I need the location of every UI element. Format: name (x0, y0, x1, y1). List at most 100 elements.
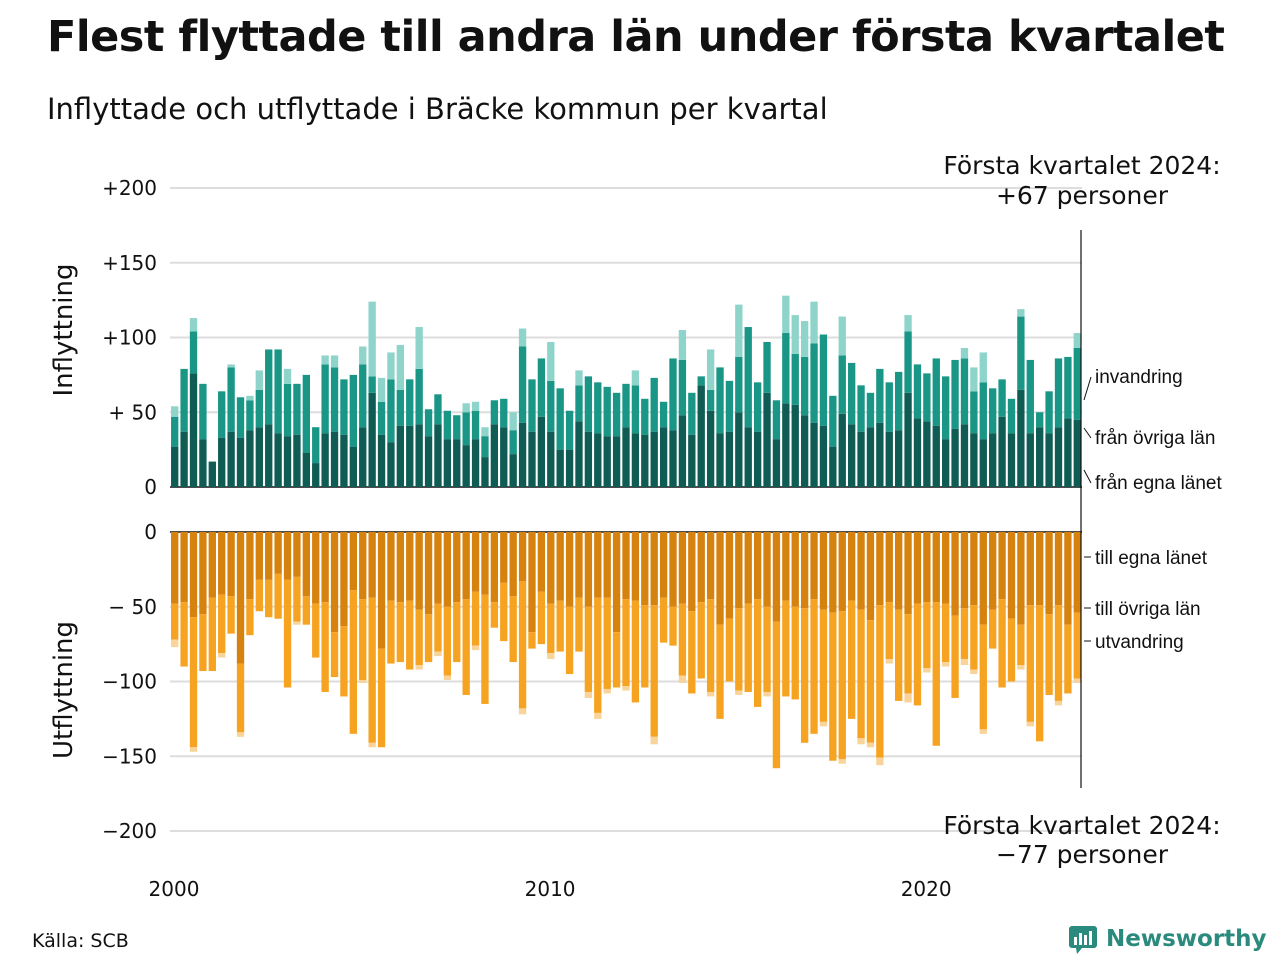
bar-outflow-segment (819, 721, 828, 727)
bar-outflow-segment (594, 532, 602, 598)
bar-outflow-segment (584, 606, 593, 692)
bar-inflow-segment (283, 383, 292, 437)
bar-outflow-segment (556, 600, 564, 652)
source-note: Källa: SCB (32, 930, 129, 952)
bar-inflow-segment (857, 431, 865, 487)
bar-outflow-segment (302, 532, 310, 597)
bar-outflow-segment (678, 532, 687, 604)
bar-outflow-segment (368, 532, 376, 598)
bar-inflow-segment (359, 346, 367, 365)
bar-outflow-segment (1064, 532, 1072, 625)
bar-outflow-segment (810, 599, 818, 734)
bar-outflow-segment (227, 532, 235, 597)
bar-inflow-segment (584, 376, 593, 432)
bar-inflow-segment (377, 377, 386, 402)
bar-outflow-segment (1026, 532, 1034, 606)
bar-outflow-segment (443, 606, 452, 676)
bar-inflow-segment (481, 427, 489, 437)
bar-outflow-segment (424, 532, 433, 615)
bar-outflow-segment (979, 729, 987, 734)
bar-inflow-segment (631, 433, 640, 487)
bar-inflow-segment (951, 359, 959, 429)
bar-outflow-segment (857, 532, 865, 610)
bar-outflow-segment (857, 738, 865, 745)
bar-inflow-segment (716, 367, 724, 434)
bar-inflow-segment (415, 424, 423, 487)
bar-inflow-segment (716, 433, 724, 487)
bar-inflow-segment (424, 409, 433, 437)
bar-inflow-segment (462, 412, 470, 446)
x-tick-label: 2000 (149, 877, 200, 901)
bar-outflow-segment (189, 617, 198, 748)
bar-outflow-segment (547, 603, 555, 654)
bar-inflow-segment (1026, 359, 1034, 434)
bar-inflow-segment (180, 431, 188, 487)
bar-outflow-segment (650, 532, 658, 606)
bar-inflow-segment (246, 395, 254, 401)
bar-inflow-segment (942, 439, 950, 487)
bar-outflow-segment (434, 532, 442, 604)
bar-outflow-segment (321, 602, 329, 692)
bar-inflow-segment (547, 380, 555, 432)
upper-y-axis-label: Inflyttning (49, 264, 79, 397)
bar-inflow-segment (697, 385, 705, 487)
bar-outflow-segment (763, 532, 771, 607)
bar-outflow-segment (998, 599, 1006, 688)
bar-inflow-segment (1073, 419, 1081, 487)
bar-inflow-segment (810, 422, 818, 487)
bar-outflow-segment (744, 603, 752, 692)
bar-outflow-segment (782, 600, 790, 697)
bar-outflow-segment (706, 691, 715, 697)
bar-outflow-segment (1054, 605, 1063, 701)
bar-outflow-segment (490, 532, 499, 603)
bar-outflow-segment (500, 532, 508, 583)
bar-inflow-segment (847, 362, 856, 425)
bar-outflow-segment (293, 621, 301, 625)
bar-inflow-segment (904, 315, 912, 332)
y-tick-label: +100 (102, 326, 157, 350)
bar-inflow-segment (876, 368, 884, 423)
bar-inflow-segment (857, 385, 865, 432)
bar-outflow-segment (377, 648, 386, 748)
bar-outflow-segment (359, 680, 367, 683)
bar-outflow-segment (1017, 624, 1025, 666)
bar-inflow-segment (612, 392, 621, 437)
bar-outflow-segment (1045, 532, 1053, 615)
bar-outflow-segment (942, 603, 950, 663)
bar-outflow-segment (942, 662, 950, 667)
bar-outflow-segment (866, 620, 875, 743)
bar-outflow-segment (349, 532, 358, 591)
bar-inflow-segment (678, 359, 687, 416)
bar-inflow-segment (885, 431, 893, 487)
bar-inflow-segment (772, 439, 781, 487)
bar-outflow-segment (932, 532, 940, 603)
bar-inflow-segment (725, 380, 734, 432)
bar-inflow-segment (782, 403, 790, 487)
bar-inflow-segment (349, 374, 358, 447)
bar-outflow-segment (763, 691, 771, 697)
bar-outflow-segment (453, 532, 461, 603)
bar-outflow-segment (218, 532, 226, 595)
bar-inflow-segment (406, 425, 414, 487)
bar-outflow-segment (509, 596, 517, 663)
axis-ticks: +200 +150 +100 + 50 0 0 − 50 −100 −150 −200 2000 20… (102, 176, 952, 901)
bar-outflow-segment (236, 663, 245, 733)
bar-outflow-segment (490, 602, 499, 628)
bar-inflow-segment (1054, 427, 1063, 487)
bar-inflow-segment (500, 398, 508, 428)
segment-label: från övriga län (1095, 428, 1215, 449)
bar-outflow-segment (415, 665, 423, 670)
bar-inflow-segment (218, 437, 226, 487)
bar-inflow-segment (490, 400, 499, 425)
bar-inflow-segment (631, 370, 640, 386)
bar-inflow-segment (171, 446, 179, 487)
bar-outflow-segment (368, 742, 376, 748)
bar-inflow-segment (885, 382, 893, 432)
x-tick-label: 2020 (901, 877, 952, 901)
bar-outflow-segment (829, 612, 837, 761)
y-tick-label: −150 (102, 744, 157, 768)
bar-outflow-segment (1036, 605, 1044, 742)
bar-inflow-segment (706, 349, 715, 390)
lower-y-axis-label: Utflyttning (49, 621, 79, 759)
bar-inflow-segment (462, 403, 470, 413)
